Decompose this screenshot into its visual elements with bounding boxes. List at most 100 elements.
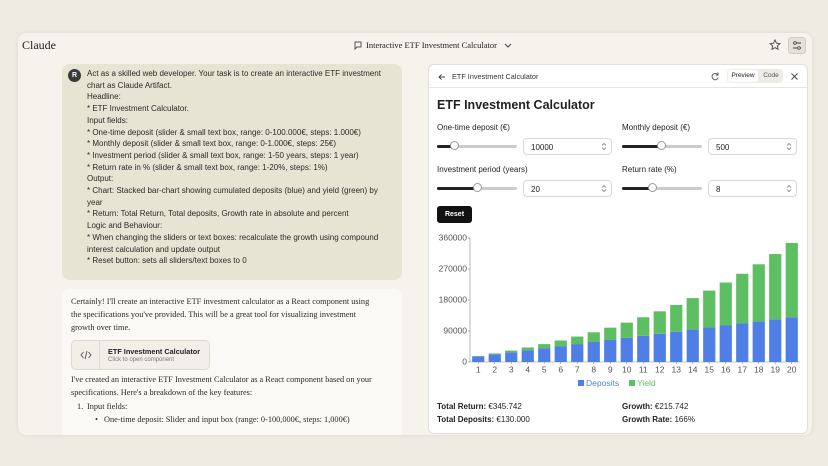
- x-tick-label: 15: [705, 364, 715, 374]
- user-message-line: * One-time deposit (slider & small text …: [87, 127, 361, 137]
- bar-segment: [703, 290, 716, 328]
- bar-segment: [670, 331, 683, 362]
- y-tick-label: 180000: [439, 294, 468, 304]
- spinner-icon[interactable]: [601, 184, 607, 193]
- bar-segment: [769, 254, 782, 320]
- x-tick-label: 19: [771, 364, 781, 374]
- x-tick-label: 16: [721, 364, 731, 374]
- tab-code[interactable]: Code: [763, 72, 779, 79]
- slider-thumb[interactable]: [657, 141, 666, 150]
- artifact-card[interactable]: ETF Investment Calculator Click to open …: [71, 340, 210, 370]
- slider-thumb[interactable]: [648, 183, 657, 192]
- bar-segment: [554, 346, 567, 362]
- number-input[interactable]: 8: [708, 180, 797, 197]
- slider-fill: [622, 187, 653, 190]
- reset-button[interactable]: Reset: [437, 206, 472, 223]
- bar-segment: [488, 354, 501, 362]
- code-icon: [80, 350, 92, 360]
- spinner-icon[interactable]: [601, 142, 607, 151]
- close-icon[interactable]: [790, 72, 799, 81]
- number-input[interactable]: 20: [523, 180, 612, 197]
- bar-segment: [653, 311, 666, 334]
- number-input[interactable]: 10000: [523, 138, 612, 155]
- bar-segment: [488, 353, 501, 355]
- x-tick-label: 11: [639, 364, 648, 374]
- x-tick-label: 2: [492, 364, 497, 374]
- summary-item: Total Return: €345.742: [437, 402, 522, 411]
- chat-icon: [354, 41, 362, 50]
- user-message-bubble: [62, 64, 402, 280]
- number-input[interactable]: 500: [708, 138, 797, 155]
- summary-label: Growth:: [622, 402, 653, 411]
- user-message-line: Headline:: [87, 92, 121, 102]
- list-bullet: •: [95, 415, 98, 424]
- number-input-value: 8: [716, 185, 721, 194]
- slider-track[interactable]: [622, 187, 702, 190]
- bar-segment: [719, 282, 732, 326]
- bar-segment: [769, 319, 782, 362]
- spinner-icon[interactable]: [786, 142, 792, 151]
- slider-track[interactable]: [437, 145, 517, 148]
- field-label: Monthly deposit (€): [622, 123, 691, 132]
- number-input-value: 20: [531, 185, 540, 194]
- slider-thumb[interactable]: [450, 141, 459, 150]
- legend-swatch: [629, 380, 636, 386]
- bar-segment: [703, 327, 716, 362]
- list-item: Input fields:: [87, 402, 128, 411]
- summary-value: €215.742: [654, 402, 689, 411]
- bar-segment: [653, 333, 666, 362]
- bar-segment: [604, 327, 617, 340]
- refresh-icon[interactable]: [710, 71, 720, 81]
- user-message-line: Logic and Behaviour:: [87, 221, 163, 231]
- number-input-value: 500: [716, 143, 730, 152]
- x-tick-label: 6: [558, 364, 563, 374]
- user-message-line: * ETF Investment Calculator.: [87, 104, 189, 114]
- tab-preview[interactable]: Preview: [728, 70, 758, 82]
- bar-segment: [670, 304, 683, 332]
- legend-label: Yield: [637, 378, 656, 388]
- artifact-card-icon-box: [72, 341, 100, 369]
- x-tick-label: 20: [787, 364, 797, 374]
- slider-thumb[interactable]: [473, 183, 482, 192]
- summary-value: €345.742: [488, 402, 522, 411]
- bar-segment: [554, 340, 567, 347]
- list-number: 1.: [77, 402, 84, 411]
- settings-button[interactable]: [788, 37, 806, 54]
- bar-segment: [472, 356, 485, 362]
- field-label: Return rate (%): [622, 165, 677, 174]
- y-tick-label: 270000: [439, 263, 468, 273]
- conversation-title[interactable]: Interactive ETF Investment Calculator: [366, 40, 497, 50]
- user-message-line: * Monthly deposit (slider & small text b…: [87, 139, 337, 149]
- star-icon[interactable]: [769, 39, 781, 51]
- user-message-line: * Return: Total Return, Total deposits, …: [87, 209, 349, 219]
- spinner-icon[interactable]: [786, 184, 792, 193]
- x-tick-label: 1: [476, 364, 481, 374]
- summary-item: Growth: €215.742: [622, 402, 688, 411]
- bar-segment: [604, 339, 617, 362]
- assistant-message: Certainly! I'll create an interactive ET…: [62, 289, 402, 435]
- dropdown-icon[interactable]: [504, 41, 512, 49]
- field-label: Investment period (years): [437, 165, 528, 174]
- summary-label: Total Deposits:: [437, 414, 495, 424]
- bar-segment: [571, 336, 584, 345]
- bar-segment: [752, 264, 765, 322]
- bar-segment: [752, 321, 765, 362]
- bar-segment: [686, 298, 699, 330]
- user-message-line: * Chart: Stacked bar-chart showing cumul…: [87, 186, 378, 207]
- y-tick-label: 0: [462, 356, 467, 366]
- x-tick-label: 3: [509, 364, 514, 374]
- x-tick-label: 10: [622, 364, 632, 374]
- bar-segment: [736, 323, 749, 362]
- bar-segment: [620, 337, 633, 362]
- legend-swatch: [578, 380, 584, 386]
- user-message-line: * When changing the sliders or text boxe…: [87, 232, 379, 254]
- assistant-intro: Certainly! I'll create an interactive ET…: [71, 297, 370, 332]
- slider-fill: [437, 145, 455, 148]
- bar-segment: [521, 347, 534, 351]
- bar-segment: [587, 342, 600, 362]
- back-icon[interactable]: [437, 72, 447, 82]
- x-tick-label: 9: [608, 364, 613, 374]
- x-tick-label: 5: [542, 364, 547, 374]
